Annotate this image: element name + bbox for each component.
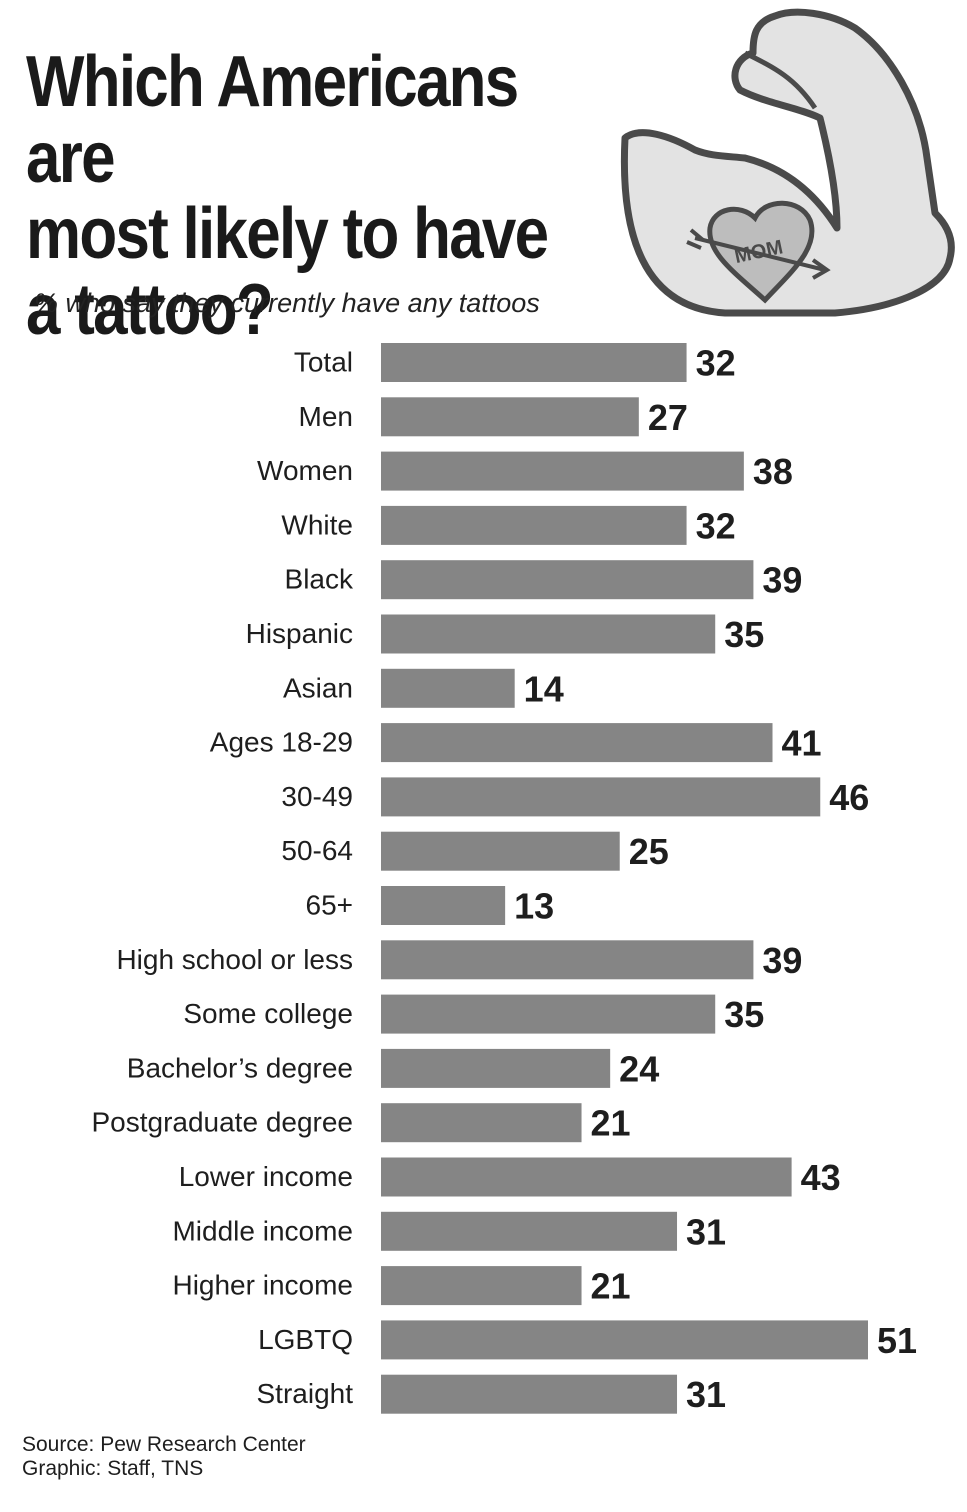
- bar: [381, 560, 754, 600]
- category-label: Women: [257, 455, 353, 486]
- chart-subtitle: % who say they currently have any tattoo…: [34, 288, 540, 318]
- category-label: Men: [299, 401, 353, 432]
- category-label: Ages 18-29: [210, 727, 353, 758]
- bicep-crease: [743, 50, 818, 110]
- data-label: 51: [877, 1320, 917, 1361]
- data-label: 39: [762, 560, 802, 601]
- arrow-head: [811, 258, 831, 280]
- category-label: White: [281, 509, 353, 540]
- bar: [381, 451, 744, 491]
- data-label: 32: [696, 343, 736, 384]
- data-label: 14: [524, 668, 564, 709]
- arm-shape: [620, 8, 955, 317]
- chart-title: Which Americans are most likely to have …: [26, 42, 549, 350]
- category-label: LGBTQ: [258, 1324, 353, 1355]
- bar: [381, 940, 754, 980]
- bar: [381, 505, 687, 545]
- bar: [381, 1211, 678, 1251]
- bar: [381, 343, 687, 382]
- data-label: 31: [686, 1374, 726, 1415]
- category-label: Higher income: [172, 1270, 353, 1301]
- bar: [381, 1157, 792, 1197]
- data-label: 46: [829, 777, 869, 818]
- source-credits: Source: Pew Research Center Graphic: Sta…: [22, 1433, 306, 1481]
- data-label: 39: [762, 940, 802, 981]
- bar: [381, 831, 620, 871]
- source-note: Source: Pew Research Center: [22, 1433, 306, 1456]
- category-label: 50-64: [281, 835, 353, 866]
- category-label: Bachelor’s degree: [127, 1052, 353, 1083]
- data-label: 21: [591, 1266, 631, 1307]
- bar: [381, 668, 515, 708]
- arrow-shaft: [694, 236, 826, 272]
- bar: [381, 614, 716, 654]
- category-label: Hispanic: [246, 618, 353, 649]
- graphic-credit: Graphic: Staff, TNS: [22, 1457, 204, 1480]
- category-label: Black: [285, 564, 354, 595]
- bar-chart: Total 32 Men 27 Women 38 White 32 Black 39 Hispani…: [91, 343, 917, 1416]
- category-label: Lower income: [179, 1161, 353, 1192]
- category-label: 30-49: [281, 781, 353, 812]
- data-label: 38: [753, 451, 793, 492]
- data-label: 31: [686, 1211, 726, 1252]
- category-label: Some college: [183, 998, 353, 1029]
- data-label: 43: [801, 1157, 841, 1198]
- data-label: 21: [591, 1103, 631, 1144]
- category-label: Postgraduate degree: [91, 1107, 353, 1138]
- data-label: 27: [648, 397, 688, 438]
- bar: [381, 1266, 582, 1306]
- data-label: 13: [514, 886, 554, 927]
- category-label: Asian: [283, 672, 353, 703]
- bar: [381, 777, 821, 817]
- category-label: Straight: [257, 1378, 354, 1409]
- bar: [381, 886, 506, 925]
- heart-tattoo: [707, 200, 815, 304]
- data-label: 25: [629, 831, 669, 872]
- data-label: 35: [724, 614, 764, 655]
- category-label: Total: [294, 347, 353, 378]
- bar: [381, 994, 716, 1034]
- category-label: 65+: [306, 890, 354, 921]
- flexed-arm-icon: MOM: [620, 8, 955, 317]
- data-label: 35: [724, 994, 764, 1035]
- bar: [381, 1048, 611, 1088]
- bar: [381, 1320, 868, 1360]
- category-label: High school or less: [116, 944, 353, 975]
- arrow-fletching: [686, 228, 705, 250]
- bar: [381, 723, 773, 763]
- data-label: 32: [696, 505, 736, 546]
- bar: [381, 397, 639, 437]
- data-label: 24: [619, 1048, 659, 1089]
- bar: [381, 1103, 582, 1143]
- category-label: Middle income: [172, 1215, 353, 1246]
- bar: [381, 1374, 678, 1414]
- data-label: 41: [782, 723, 822, 764]
